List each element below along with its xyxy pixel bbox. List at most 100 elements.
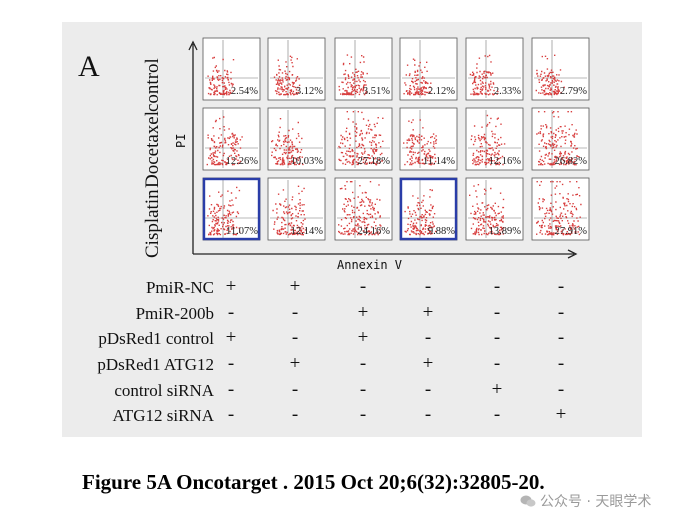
flow-panel: 26.82% (531, 107, 590, 171)
plus-sign: + (289, 276, 301, 297)
panel-frame (399, 37, 458, 101)
scatter-dots (535, 54, 565, 96)
row-label-cisplatin: Cisplatin (142, 189, 163, 258)
plus-sign: + (555, 404, 567, 425)
percentage-label: 11.14% (423, 156, 455, 167)
scatter-dots (272, 185, 307, 236)
minus-sign: - (557, 302, 565, 323)
condition-label: PmiR-200b (135, 304, 214, 323)
panel-frame (465, 177, 524, 241)
figure-caption: Figure 5A Oncotarget . 2015 Oct 20;6(32)… (82, 470, 545, 494)
minus-sign: - (424, 276, 432, 297)
minus-sign: - (557, 327, 565, 348)
scatter-dots (469, 184, 505, 236)
flow-panel: 2.79% (531, 37, 590, 101)
minus-sign: - (424, 379, 432, 400)
minus-sign: - (557, 276, 565, 297)
flow-panel: 12.14% (267, 177, 326, 241)
minus-sign: - (424, 327, 432, 348)
flow-panel: 2.33% (465, 37, 524, 101)
scatter-dots (403, 119, 438, 166)
minus-sign: - (359, 276, 367, 297)
plus-sign: + (357, 327, 369, 348)
flow-panel: 27.91% (531, 177, 590, 241)
minus-sign: - (557, 353, 565, 374)
flow-panel: 12.16% (465, 107, 524, 171)
percentage-label: 10.03% (291, 156, 324, 167)
scatter-dots (206, 116, 243, 166)
panel-frame (202, 107, 261, 171)
percentage-label: 12.26% (226, 156, 259, 167)
condition-label: ATG12 siRNA (112, 406, 214, 425)
x-axis-arrowhead (567, 249, 578, 259)
scatter-dots (271, 118, 304, 166)
flow-panel: 11.14% (399, 107, 458, 171)
y-axis-arrowhead (188, 40, 198, 51)
flow-panel: 9.88% (399, 177, 458, 241)
minus-sign: - (291, 404, 299, 425)
percentage-label: 12.14% (291, 226, 324, 237)
minus-sign: - (493, 302, 501, 323)
percentage-label: 2.12% (428, 86, 455, 97)
scatter-dots (338, 54, 368, 96)
minus-sign: - (227, 404, 235, 425)
x-axis-label: Annexin V (337, 258, 403, 272)
flow-panel: 2.54% (202, 37, 261, 101)
percentage-label: 2.54% (231, 86, 258, 97)
percentage-label: 11.07% (226, 226, 258, 237)
minus-sign: - (424, 404, 432, 425)
scatter-dots (536, 111, 580, 166)
scatter-dots (338, 111, 384, 166)
plus-sign: + (225, 276, 237, 297)
percentage-label: 12.16% (489, 156, 522, 167)
scatter-dots (403, 58, 432, 96)
plus-sign: + (422, 353, 434, 374)
scatter-dots (207, 56, 235, 96)
flow-panel: 3.12% (267, 37, 326, 101)
minus-sign: - (359, 379, 367, 400)
minus-sign: - (493, 404, 501, 425)
minus-sign: - (291, 379, 299, 400)
flow-panel: 27.18% (334, 107, 393, 171)
watermark-text: 公众号 · 天眼学术 (540, 494, 652, 510)
scatter-dots (469, 54, 499, 96)
percentage-label: 3.12% (296, 86, 323, 97)
minus-sign: - (291, 327, 299, 348)
condition-label: pDsRed1 control (98, 329, 214, 348)
minus-sign: - (359, 404, 367, 425)
panel-label: A (78, 50, 100, 83)
flow-panel: 3.51% (334, 37, 393, 101)
plus-sign: + (422, 302, 434, 323)
percentage-label: 13.89% (489, 226, 522, 237)
flow-panel: 13.89% (465, 177, 524, 241)
condition-label: control siRNA (114, 381, 214, 400)
scatter-dots (404, 189, 437, 236)
highlight-box (399, 177, 458, 241)
watermark: 公众号 · 天眼学术 (520, 491, 651, 511)
percentage-label: 27.18% (358, 156, 391, 167)
highlight-box (202, 177, 261, 241)
minus-sign: - (227, 379, 235, 400)
scatter-dots (207, 186, 241, 236)
percentage-label: 3.51% (363, 86, 390, 97)
percentage-label: 9.88% (428, 226, 455, 237)
flow-panel: 24.16% (334, 177, 393, 241)
plus-sign: + (491, 379, 503, 400)
minus-sign: - (291, 302, 299, 323)
flow-panel: 10.03% (267, 107, 326, 171)
percentage-label: 2.79% (560, 86, 587, 97)
condition-label: pDsRed1 ATG12 (97, 355, 214, 374)
minus-sign: - (493, 327, 501, 348)
condition-label: PmiR-NC (145, 278, 214, 297)
percentage-label: 2.33% (494, 86, 521, 97)
minus-sign: - (493, 353, 501, 374)
minus-sign: - (493, 276, 501, 297)
scatter-dots (536, 181, 582, 236)
plus-sign: + (225, 327, 237, 348)
row-label-docetaxel: Docetaxel (142, 110, 163, 188)
percentage-label: 26.82% (555, 156, 588, 167)
percentage-label: 24.16% (358, 226, 391, 237)
flow-panel: 11.07% (202, 177, 261, 241)
flow-panel: 2.12% (399, 37, 458, 101)
